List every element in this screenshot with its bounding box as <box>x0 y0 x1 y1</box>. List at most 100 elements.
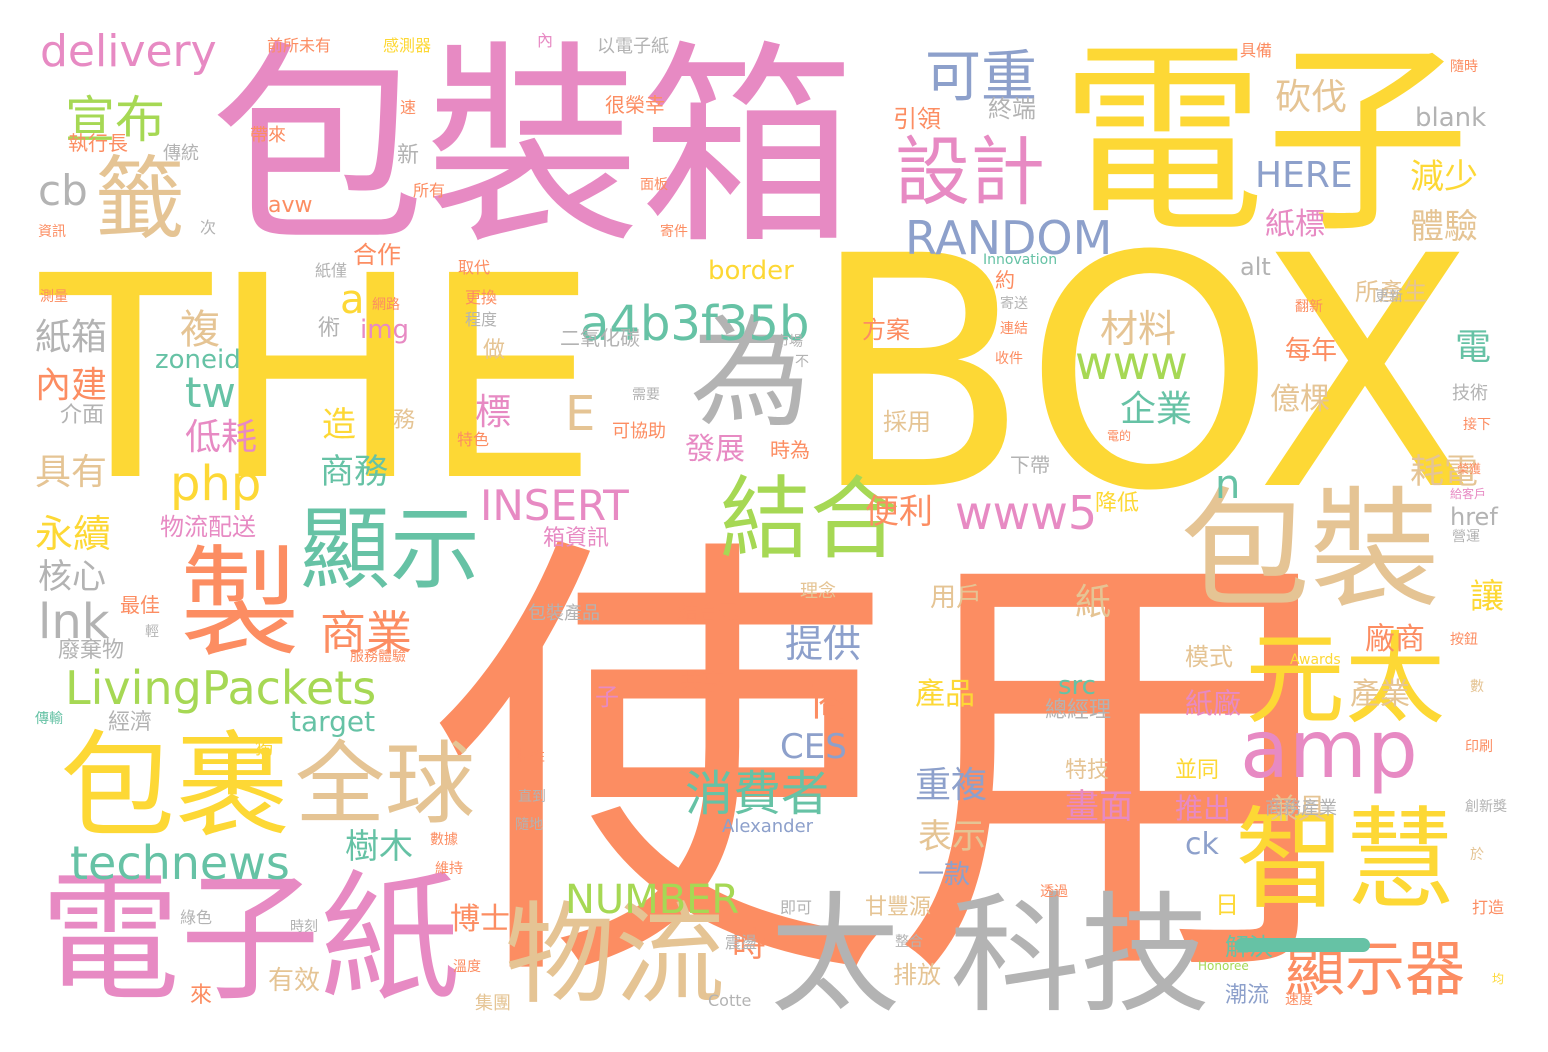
word-zi: 子 <box>595 683 619 711</box>
word-wei: 為 <box>690 305 810 444</box>
word-best: 最佳 <box>120 593 160 617</box>
word-du: 獨 <box>255 738 273 759</box>
word-sense: 感測器 <box>383 36 432 55</box>
word-ganfengyuan: 甘豐源 <box>865 895 932 920</box>
word-nei: 內 <box>537 31 554 50</box>
word-cooperate: 合作 <box>353 241 401 269</box>
word-screen: 畫面 <box>1065 787 1133 827</box>
word-anywhere: 隨地 <box>515 817 543 833</box>
word-paper: 紙 <box>1075 582 1112 623</box>
word-make: 製 <box>180 535 300 674</box>
word-alt: alt <box>1240 253 1271 281</box>
word-through: 透過 <box>1040 884 1068 900</box>
word-awards: Awards <box>1290 652 1341 668</box>
word-day: 日 <box>1215 891 1239 919</box>
word-anytime: 隨時 <box>1450 59 1478 75</box>
word-vendor: 廠商 <box>1365 622 1425 657</box>
word-specialtech: 特技 <box>1065 758 1110 783</box>
word-material: 材料 <box>1100 307 1177 351</box>
word-tw: tw <box>185 368 236 417</box>
word-papermill: 紙廠 <box>1185 687 1242 720</box>
word-lowerbelt: 下帶 <box>1010 453 1050 477</box>
word-at: 於 <box>1470 847 1484 863</box>
word-cotte: Cotte <box>708 991 752 1010</box>
word-wu: 務 <box>393 408 416 433</box>
word-href: href <box>1450 503 1498 531</box>
word-degree: 程度 <box>465 310 498 329</box>
word-ofpower: 電的 <box>1107 429 1132 443</box>
word-vibration: 震盪 <box>725 933 758 952</box>
word-tech: 科技 <box>950 879 1211 1031</box>
word-pack: 包裝 <box>1180 474 1441 626</box>
word-design: 設計 <box>895 128 1046 216</box>
word-yuantai: 元太 <box>1245 621 1445 738</box>
word-dian: 電 <box>1455 327 1492 368</box>
word-img: img <box>360 315 410 345</box>
word-src: src <box>1058 671 1096 701</box>
word-maintain: 維持 <box>435 861 463 877</box>
word-interface: 介面 <box>60 403 105 428</box>
word-honoree: Honoree <box>1198 959 1249 973</box>
word-innovationaward: 創新獎 <box>1465 799 1507 815</box>
word-display: 顯示 <box>300 497 480 602</box>
word-lowpower: 低耗 <box>185 417 258 458</box>
word-temperature: 溫度 <box>453 959 481 975</box>
word-consumer: 消費者 <box>685 766 830 822</box>
word-share: 共享 <box>680 671 725 696</box>
word-adopt: 採用 <box>883 408 931 436</box>
word-tocustomer: 給客戶 <box>1450 487 1487 501</box>
word-group: 集團 <box>475 993 511 1014</box>
word-launch: 推出 <box>1175 792 1232 825</box>
word-number-sign: 數 <box>1470 679 1484 695</box>
word-terminal: 終端 <box>988 95 1036 123</box>
word-let: 讓 <box>1470 577 1504 617</box>
word-all: 所有 <box>413 181 446 200</box>
word-experience: 體驗 <box>1410 207 1478 247</box>
word-unprecedented: 前所未有 <box>267 36 332 55</box>
word-sustain: 永續 <box>35 512 112 556</box>
word-integrate: 整合 <box>895 934 923 950</box>
word-reducelow: 降低 <box>1095 491 1140 516</box>
word-everyyear: 每年 <box>1285 336 1338 366</box>
word-panel: 面板 <box>640 177 668 193</box>
word-both: 兼具 <box>1270 792 1327 825</box>
word-until: 直到 <box>518 789 546 805</box>
word-powerusage: 耗電 <box>1410 452 1478 492</box>
word-lead: 引領 <box>893 105 941 133</box>
word-update: 更新 <box>1375 289 1403 305</box>
word-use: 使用 <box>430 502 1350 1037</box>
word-shang: 商 <box>810 676 853 725</box>
word-technology: 技術 <box>1452 383 1488 404</box>
word-number: NUMBER <box>565 877 740 923</box>
word-xin: 新 <box>397 143 420 168</box>
word-immediately: 即可 <box>780 898 813 917</box>
word-carton: 紙箱 <box>35 317 108 358</box>
word-honor: 榮獲 <box>1457 462 1482 476</box>
word-billiontrees: 億棵 <box>1270 382 1330 417</box>
word-bingtong: 並同 <box>1175 758 1220 783</box>
word-speed: 速度 <box>1285 992 1313 1008</box>
word-data: 數據 <box>430 832 458 848</box>
word-a: a <box>340 277 365 323</box>
word-packbox: 包裝箱 <box>210 22 855 273</box>
word-target: target <box>290 705 376 738</box>
word-provide: 提供 <box>785 622 862 666</box>
word-ceo: 執行長 <box>68 131 128 155</box>
word-trend: 潮流 <box>1225 983 1270 1008</box>
word-e: E <box>565 386 596 442</box>
word-innovation: Innovation <box>983 252 1058 268</box>
word-develop: 發展 <box>685 432 745 467</box>
word-user: 用戶 <box>930 583 983 613</box>
word-border: border <box>708 256 794 286</box>
word-business: 商務 <box>320 452 388 492</box>
word-paperonly: 紙僅 <box>315 261 348 280</box>
word-bring: 帶來 <box>250 125 286 146</box>
word-effective: 有效 <box>268 966 321 996</box>
word-greencolor: 綠色 <box>180 908 213 927</box>
word-zoneid: zoneid <box>155 345 241 375</box>
word-epaper: 電子紙 <box>40 858 461 1021</box>
word-print: 印刷 <box>1465 739 1493 755</box>
word-bizindustry: 商務產業 <box>1265 798 1337 819</box>
word-yue: 約 <box>995 268 1015 292</box>
